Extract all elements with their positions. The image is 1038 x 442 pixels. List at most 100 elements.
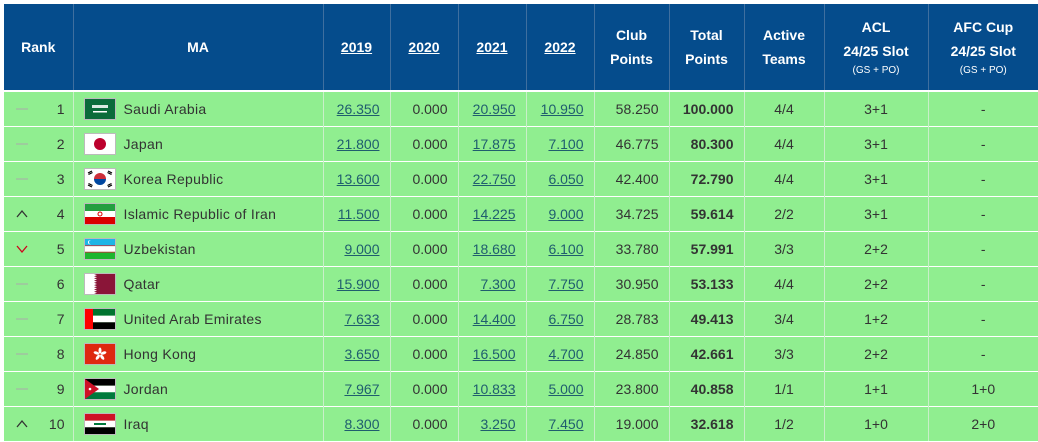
points-2019-cell[interactable]: 3.650 <box>323 336 391 372</box>
points-2021-link[interactable]: 16.500 <box>472 346 516 362</box>
points-2022-cell[interactable]: 6.050 <box>526 161 595 197</box>
points-2021-cell[interactable]: 16.500 <box>458 336 527 372</box>
points-2022-link[interactable]: 10.950 <box>540 101 584 117</box>
header-2021[interactable]: 2021 <box>458 4 527 91</box>
points-2019-link[interactable]: 7.633 <box>344 311 380 327</box>
points-2022-link[interactable]: 5.000 <box>548 381 584 397</box>
points-2021-cell[interactable]: 7.300 <box>458 266 527 302</box>
points-2022-cell[interactable]: 9.000 <box>526 196 595 232</box>
ma-cell: Iraq <box>73 406 324 441</box>
club-points-cell: 24.850 <box>594 336 670 372</box>
points-2019-link[interactable]: 15.900 <box>336 276 380 292</box>
points-2021-link[interactable]: 10.833 <box>472 381 516 397</box>
table-row: 2 Japan 21.800 0.000 17.875 7.100 46.775 80.300… <box>4 126 1038 162</box>
club-points-value: 33.780 <box>615 241 659 257</box>
points-2019-cell[interactable]: 7.967 <box>323 371 391 407</box>
points-2021-link[interactable]: 18.680 <box>472 241 516 257</box>
points-2022-cell[interactable]: 7.450 <box>526 406 595 441</box>
points-2019-cell[interactable]: 21.800 <box>323 126 391 162</box>
points-2021-cell[interactable]: 10.833 <box>458 371 527 407</box>
points-2021-cell[interactable]: 3.250 <box>458 406 527 441</box>
table-row: 5 Uzbekistan 9.000 0.000 18.680 6.100 33.780 57… <box>4 231 1038 267</box>
points-2019-cell[interactable]: 15.900 <box>323 266 391 302</box>
header-2022[interactable]: 2022 <box>526 4 595 91</box>
points-2021-link[interactable]: 14.225 <box>472 206 516 222</box>
points-2019-link[interactable]: 13.600 <box>336 171 380 187</box>
table-row: 6 Qatar 15.900 0.000 7.300 7.750 30.950 53.133 4… <box>4 266 1038 302</box>
acl-slot-value: 2+2 <box>864 276 888 292</box>
points-2021-link[interactable]: 14.400 <box>472 311 516 327</box>
points-2021-cell[interactable]: 20.950 <box>458 90 527 127</box>
points-2021-cell[interactable]: 18.680 <box>458 231 527 267</box>
sort-2021-link[interactable]: 2021 <box>476 39 508 55</box>
afc-cup-slot-value: 2+0 <box>971 416 996 432</box>
points-2021-link[interactable]: 7.300 <box>480 276 516 292</box>
header-2019[interactable]: 2019 <box>323 4 391 91</box>
club-points-cell: 19.000 <box>594 406 670 441</box>
club-points-cell: 46.775 <box>594 126 670 162</box>
total-points-value: 72.790 <box>690 171 734 187</box>
points-2022-cell[interactable]: 5.000 <box>526 371 595 407</box>
sort-2020-link[interactable]: 2020 <box>408 39 440 55</box>
total-points-value: 57.991 <box>690 241 734 257</box>
points-2022-link[interactable]: 6.100 <box>548 241 584 257</box>
points-2022-cell[interactable]: 7.750 <box>526 266 595 302</box>
points-2022-cell[interactable]: 6.750 <box>526 301 595 337</box>
header-2020[interactable]: 2020 <box>390 4 459 91</box>
points-2019-link[interactable]: 9.000 <box>344 241 380 257</box>
points-2022-link[interactable]: 4.700 <box>548 346 584 362</box>
points-2019-link[interactable]: 21.800 <box>336 136 380 152</box>
points-2021-cell[interactable]: 14.400 <box>458 301 527 337</box>
points-2019-cell[interactable]: 26.350 <box>323 90 391 127</box>
points-2021-cell[interactable]: 14.225 <box>458 196 527 232</box>
points-2022-link[interactable]: 9.000 <box>548 206 584 222</box>
points-2021-cell[interactable]: 22.750 <box>458 161 527 197</box>
points-2022-link[interactable]: 6.050 <box>548 171 584 187</box>
club-points-cell: 30.950 <box>594 266 670 302</box>
points-2019-cell[interactable]: 11.500 <box>323 196 391 232</box>
points-2022-link[interactable]: 7.450 <box>548 416 584 432</box>
points-2019-link[interactable]: 3.650 <box>344 346 380 362</box>
points-2021-cell[interactable]: 17.875 <box>458 126 527 162</box>
points-2019-link[interactable]: 11.500 <box>337 206 380 222</box>
acl-slot-cell: 1+1 <box>824 371 929 407</box>
club-points-cell: 28.783 <box>594 301 670 337</box>
points-2022-cell[interactable]: 7.100 <box>526 126 595 162</box>
points-2020-cell: 0.000 <box>390 196 459 232</box>
active-teams-value: 3/4 <box>774 311 794 327</box>
rank-cell: 6 <box>4 266 74 302</box>
afc-cup-slot-value: - <box>980 136 986 152</box>
acl-slot-value: 3+1 <box>864 136 888 152</box>
total-points-value: 80.300 <box>690 136 734 152</box>
points-2019-cell[interactable]: 9.000 <box>323 231 391 267</box>
active-teams-cell: 3/3 <box>744 336 825 372</box>
sort-2022-link[interactable]: 2022 <box>544 39 576 55</box>
points-2020-cell: 0.000 <box>390 266 459 302</box>
ranking-table-container: Rank MA 2019 2020 2021 2022 Club Points … <box>4 4 1038 442</box>
country-name: Islamic Republic of Iran <box>123 206 277 222</box>
header-acl-label-2: 24/25 Slot <box>843 43 909 59</box>
header-afc-cup-slot: AFC Cup 24/25 Slot (GS + PO) <box>928 4 1038 91</box>
points-2022-cell[interactable]: 6.100 <box>526 231 595 267</box>
points-2022-cell[interactable]: 4.700 <box>526 336 595 372</box>
points-2022-link[interactable]: 7.750 <box>548 276 584 292</box>
points-2019-link[interactable]: 26.350 <box>336 101 380 117</box>
points-2019-cell[interactable]: 7.633 <box>323 301 391 337</box>
points-2022-link[interactable]: 7.100 <box>548 136 584 152</box>
points-2022-link[interactable]: 6.750 <box>548 311 584 327</box>
points-2019-cell[interactable]: 13.600 <box>323 161 391 197</box>
points-2021-link[interactable]: 17.875 <box>472 136 516 152</box>
points-2021-link[interactable]: 3.250 <box>480 416 516 432</box>
points-2020-cell: 0.000 <box>390 90 459 127</box>
points-2022-cell[interactable]: 10.950 <box>526 90 595 127</box>
points-2021-link[interactable]: 22.750 <box>472 171 516 187</box>
afc-cup-slot-value: - <box>980 346 986 362</box>
rank-cell: 1 <box>4 90 74 127</box>
header-total-label-2: Points <box>685 51 728 67</box>
points-2019-link[interactable]: 8.300 <box>344 416 380 432</box>
points-2019-link[interactable]: 7.967 <box>344 381 380 397</box>
sort-2019-link[interactable]: 2019 <box>340 39 373 55</box>
points-2021-link[interactable]: 20.950 <box>472 101 516 117</box>
points-2019-cell[interactable]: 8.300 <box>323 406 391 441</box>
active-teams-cell: 4/4 <box>744 90 825 127</box>
